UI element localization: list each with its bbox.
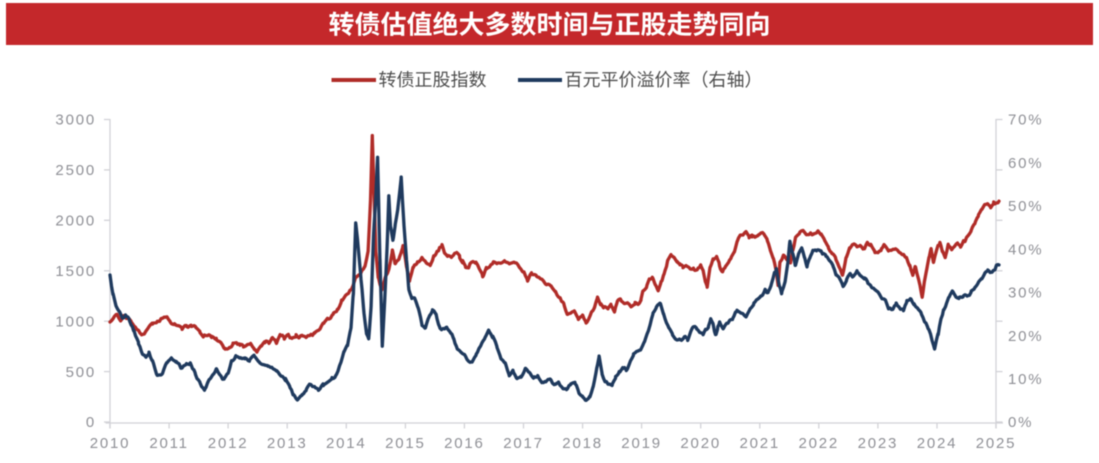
svg-text:2014: 2014 bbox=[326, 435, 367, 452]
svg-text:2017: 2017 bbox=[503, 435, 544, 452]
svg-text:30%: 30% bbox=[1008, 285, 1043, 302]
svg-text:70%: 70% bbox=[1008, 112, 1043, 129]
svg-text:3000: 3000 bbox=[55, 112, 96, 129]
svg-text:2012: 2012 bbox=[208, 435, 249, 452]
svg-text:2013: 2013 bbox=[267, 435, 308, 452]
svg-text:1500: 1500 bbox=[55, 263, 96, 280]
svg-text:2024: 2024 bbox=[917, 435, 958, 452]
svg-text:2000: 2000 bbox=[55, 213, 96, 230]
svg-text:2011: 2011 bbox=[149, 435, 188, 452]
svg-text:2500: 2500 bbox=[55, 162, 96, 179]
svg-text:0%: 0% bbox=[1008, 414, 1033, 431]
svg-text:2022: 2022 bbox=[799, 435, 840, 452]
svg-text:10%: 10% bbox=[1008, 371, 1043, 388]
svg-text:500: 500 bbox=[66, 364, 96, 381]
svg-text:40%: 40% bbox=[1008, 241, 1043, 258]
svg-text:2018: 2018 bbox=[562, 435, 603, 452]
svg-text:20%: 20% bbox=[1008, 328, 1043, 345]
svg-text:2016: 2016 bbox=[444, 435, 485, 452]
svg-text:2020: 2020 bbox=[680, 435, 721, 452]
svg-text:2015: 2015 bbox=[385, 435, 426, 452]
svg-text:2025: 2025 bbox=[976, 435, 1017, 452]
svg-text:2023: 2023 bbox=[858, 435, 899, 452]
svg-text:0: 0 bbox=[86, 414, 96, 431]
svg-text:1000: 1000 bbox=[55, 313, 96, 330]
svg-text:50%: 50% bbox=[1008, 198, 1043, 215]
svg-text:2021: 2021 bbox=[740, 435, 781, 452]
svg-text:2019: 2019 bbox=[621, 435, 662, 452]
svg-text:2010: 2010 bbox=[90, 435, 131, 452]
svg-text:60%: 60% bbox=[1008, 155, 1043, 172]
